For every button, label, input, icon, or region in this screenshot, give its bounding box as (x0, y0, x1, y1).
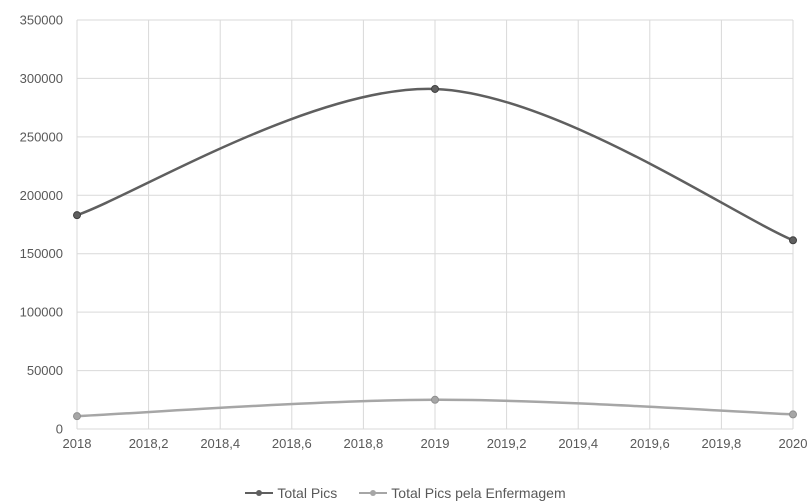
data-point-1-2[interactable] (789, 410, 797, 419)
tick-labels: 2018 2018,2 2018,4 2018,6 2018,8 2019 2019,2 20… (20, 13, 808, 452)
legend-item-total-pics-enfermagem[interactable]: Total Pics pela Enfermagem (359, 485, 566, 501)
legend-label-total-pics-enfermagem: Total Pics pela Enfermagem (391, 485, 566, 501)
data-point-1-0[interactable] (73, 412, 81, 421)
y-tick-label: 0 (56, 422, 63, 437)
data-point-1-1[interactable] (431, 395, 439, 404)
y-tick-label: 250000 (20, 129, 63, 144)
y-tick-label: 300000 (20, 71, 63, 86)
x-tick-label: 2018,2 (129, 436, 169, 451)
data-point-0-1[interactable] (431, 84, 439, 93)
y-tick-label: 350000 (20, 13, 63, 28)
data-point-0-0[interactable] (73, 211, 81, 220)
x-tick-label: 2018,8 (344, 436, 384, 451)
series-layer (73, 84, 797, 421)
legend-marker-total-pics-enfermagem (359, 490, 388, 496)
legend-marker-total-pics (245, 490, 274, 496)
legend-item-total-pics[interactable]: Total Pics (245, 485, 337, 501)
x-tick-label: 2019,8 (702, 436, 742, 451)
chart-canvas: 2018 2018,2 2018,4 2018,6 2018,8 2019 2019,2 20… (20, 13, 808, 452)
x-tick-label: 2018 (63, 436, 92, 451)
data-point-0-2[interactable] (789, 236, 797, 245)
grid-lines (76, 19, 794, 430)
x-tick-label: 2020 (779, 436, 808, 451)
x-tick-label: 2019,2 (487, 436, 527, 451)
y-tick-label: 200000 (20, 188, 63, 203)
y-tick-label: 150000 (20, 246, 63, 261)
x-tick-label: 2018,4 (200, 436, 240, 451)
x-tick-label: 2019,6 (630, 436, 670, 451)
y-tick-label: 50000 (27, 363, 63, 378)
x-tick-label: 2018,6 (272, 436, 312, 451)
legend-label-total-pics: Total Pics (277, 485, 338, 501)
y-tick-label: 100000 (20, 305, 63, 320)
x-tick-label: 2019 (421, 436, 450, 451)
x-tick-label: 2019,4 (558, 436, 598, 451)
legend: Total Pics Total Pics pela Enfermagem (0, 484, 811, 502)
